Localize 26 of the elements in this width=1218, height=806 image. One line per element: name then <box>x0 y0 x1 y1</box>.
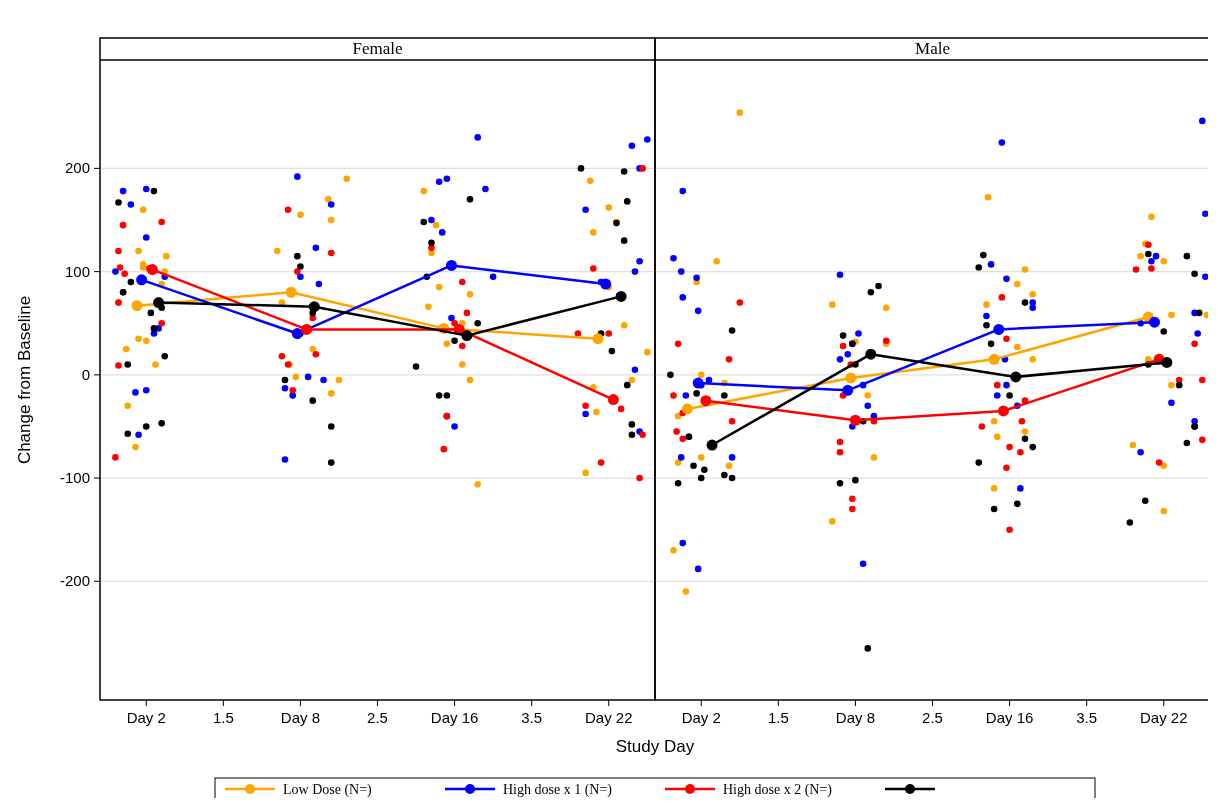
x-tick-label: 2.5 <box>922 709 943 726</box>
x-tick-label: 3.5 <box>1076 709 1098 726</box>
x-tick-label: Day 22 <box>1139 709 1188 726</box>
x-axis-title: Study Day <box>615 737 695 756</box>
y-tick-label: -200 <box>59 572 90 590</box>
y-axis-title: Change from Baseline <box>15 295 34 465</box>
chart-title: Male <box>915 39 950 58</box>
x-tick-label: Day 8 <box>835 709 876 726</box>
y-tick-label: 100 <box>64 262 90 280</box>
x-tick-label: Day 8 <box>280 709 321 726</box>
legend-label: High dose x 2 (N=) <box>723 782 833 798</box>
legend-label: Low Dose (N=) <box>283 782 373 798</box>
x-tick-label: 3.5 <box>521 709 543 726</box>
y-tick-label: 200 <box>64 159 90 177</box>
chart-title: Female <box>352 39 403 58</box>
x-tick-label: 1.5 <box>212 709 234 726</box>
x-tick-label: 2.5 <box>367 709 388 726</box>
x-tick-label: Day 2 <box>126 709 166 726</box>
x-tick-label: Day 16 <box>430 709 479 726</box>
y-tick-label: 0 <box>81 365 90 383</box>
x-tick-label: Day 22 <box>584 709 633 726</box>
y-tick-label: -100 <box>59 469 90 487</box>
x-tick-label: Day 16 <box>985 709 1034 726</box>
x-tick-label: Day 2 <box>681 709 721 726</box>
legend-label: High dose x 1 (N=) <box>503 782 613 798</box>
x-tick-label: 1.5 <box>767 709 789 726</box>
